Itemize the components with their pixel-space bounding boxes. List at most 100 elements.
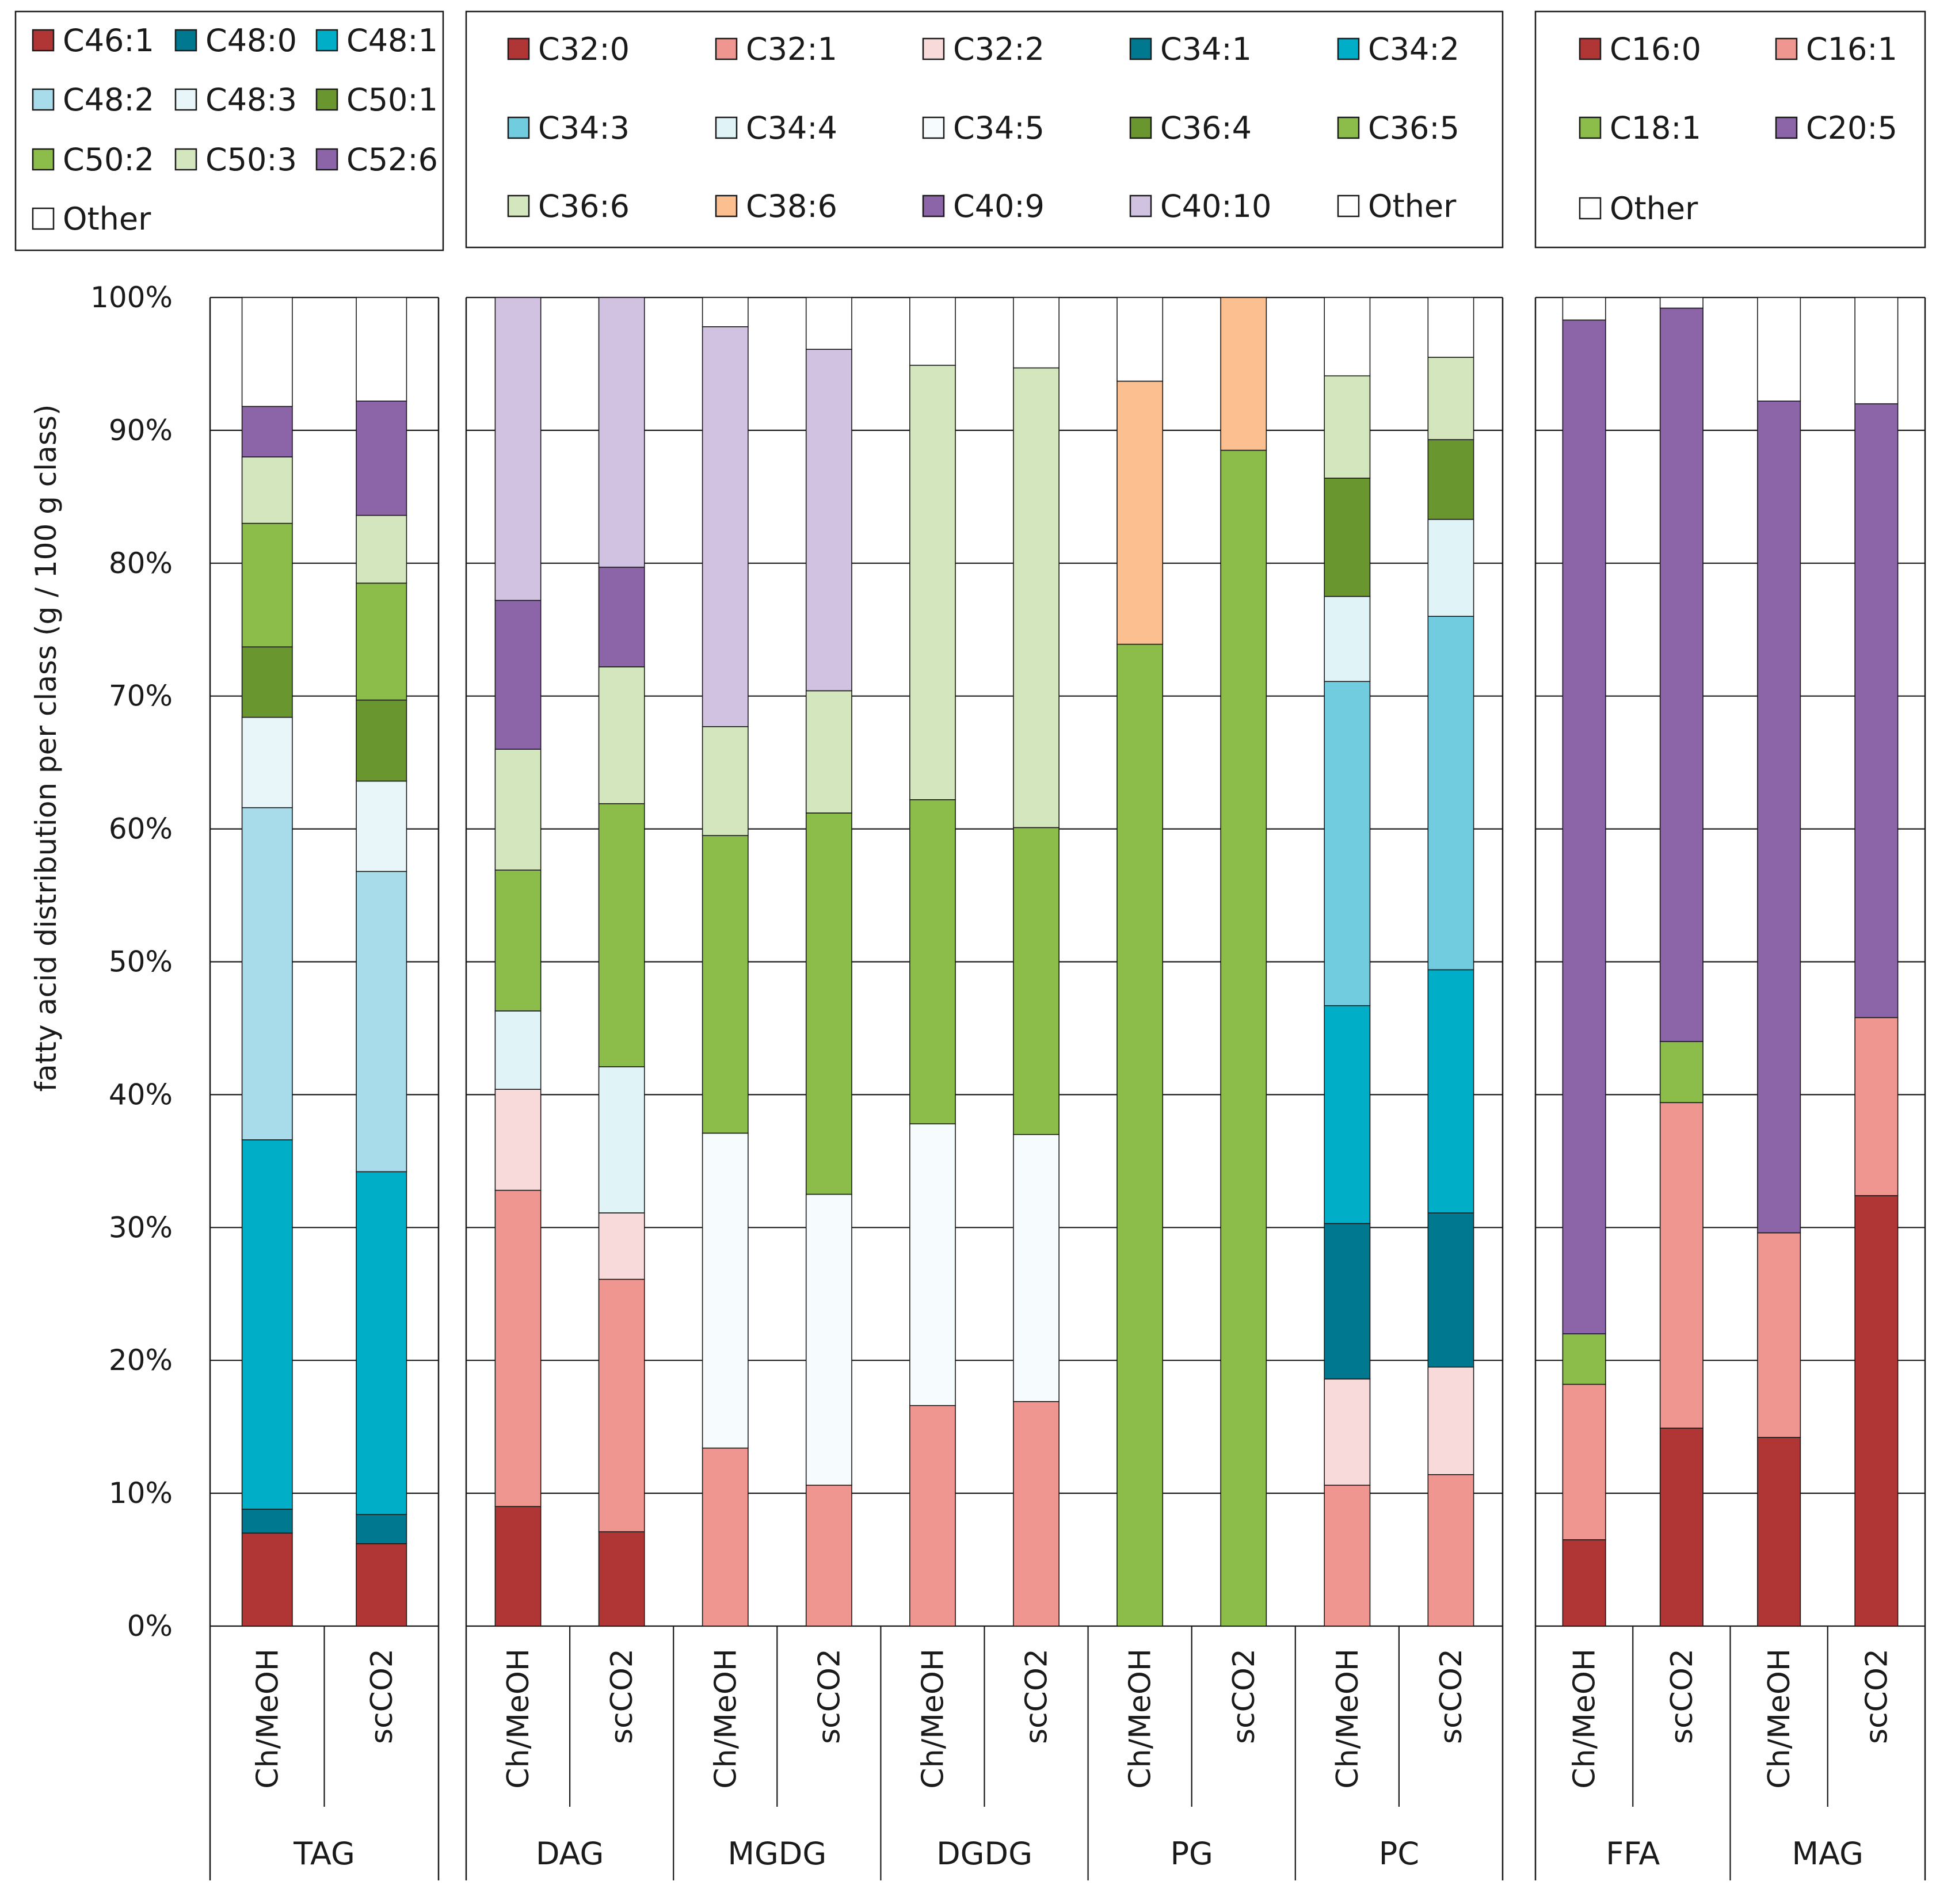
- x-tick-label-scco2: scCO2: [1859, 1649, 1894, 1744]
- bar-segment-dgdg-scco2-other: [1013, 297, 1060, 369]
- legend-swatch-c48-0: [174, 29, 197, 52]
- legend-swatch-c34-5: [922, 116, 945, 139]
- x-tick-label-scco2: scCO2: [1434, 1649, 1469, 1744]
- bar-segment-mag-ch-meoh-c20-5: [1757, 400, 1801, 1234]
- bar-segment-tag-scco2-c50-1: [356, 699, 407, 782]
- bar-segment-dag-ch-meoh-c32-2: [494, 1089, 542, 1191]
- y-tick-label-30: 30%: [109, 1211, 173, 1244]
- bar-segment-tag-ch-meoh-c46-1: [241, 1532, 293, 1627]
- bar-segment-mgdg-scco2-c32-1: [805, 1485, 852, 1627]
- bar-segment-mgdg-ch-meoh-c36-6: [702, 726, 749, 836]
- bar-segment-dag-scco2-c32-1: [598, 1279, 645, 1532]
- y-tick-label-100: 100%: [90, 281, 173, 314]
- legend-swatch-c48-1: [315, 29, 338, 52]
- bar-segment-pc-ch-meoh-other: [1324, 297, 1371, 377]
- bar-segment-tag-scco2-c48-2: [356, 871, 407, 1173]
- legend-label-c16-1: C16:1: [1806, 31, 1897, 67]
- bar-segment-mgdg-ch-meoh-c40-10: [702, 326, 749, 727]
- legend-label-c36-5: C36:5: [1368, 110, 1459, 146]
- legend-swatch-c46-1: [32, 29, 55, 52]
- bar-segment-pc-ch-meoh-c34-3: [1324, 681, 1371, 1006]
- bar-segment-tag-scco2-c48-3: [356, 780, 407, 872]
- bar-segment-dgdg-ch-meoh-c36-5: [909, 799, 956, 1124]
- bar-segment-ffa-ch-meoh-c16-0: [1562, 1539, 1606, 1627]
- legend-swatch-c36-4: [1129, 116, 1152, 139]
- bar-segment-pc-scco2-c34-4: [1427, 518, 1474, 617]
- bar-segment-dag-scco2-c36-5: [598, 803, 645, 1067]
- bar-segment-pg-ch-meoh-c36-5: [1116, 643, 1164, 1627]
- bar-segment-tag-ch-meoh-c50-3: [241, 456, 293, 524]
- legend-box: [14, 10, 444, 251]
- bar-segment-pc-scco2-c36-6: [1427, 357, 1474, 440]
- bar-segment-tag-ch-meoh-c48-2: [241, 807, 293, 1140]
- legend-swatch-c34-3: [507, 116, 530, 139]
- bar-segment-mgdg-ch-meoh-other: [702, 297, 749, 327]
- x-tick-label-scco2: scCO2: [605, 1649, 639, 1744]
- bar-segment-mgdg-scco2-c40-10: [805, 349, 852, 692]
- bar-segment-tag-scco2-c46-1: [356, 1543, 407, 1627]
- bar-segment-dgdg-ch-meoh-c32-1: [909, 1405, 956, 1627]
- bar-segment-dag-scco2-c40-10: [598, 297, 645, 568]
- x-tick-label-scco2: scCO2: [1020, 1649, 1054, 1744]
- legend-swatch-c20-5: [1775, 116, 1798, 139]
- legend-swatch-c36-5: [1337, 116, 1360, 139]
- legend-swatch-c34-2: [1337, 37, 1360, 60]
- bar-segment-dag-ch-meoh-c34-4: [494, 1010, 542, 1090]
- bar-segment-pc-scco2-c36-4: [1427, 439, 1474, 520]
- legend-swatch-c32-2: [922, 37, 945, 60]
- legend-label-c16-0: C16:0: [1610, 31, 1701, 67]
- bar-segment-mgdg-ch-meoh-c32-1: [702, 1447, 749, 1627]
- legend-label-c50-3: C50:3: [205, 142, 297, 178]
- legend-label-c40-10: C40:10: [1160, 188, 1271, 224]
- legend-label-c34-2: C34:2: [1368, 31, 1459, 67]
- legend-swatch-c48-3: [174, 88, 197, 111]
- bar-segment-tag-ch-meoh-c48-1: [241, 1139, 293, 1510]
- group-label-pc: PC: [1379, 1836, 1419, 1872]
- legend-label-c48-0: C48:0: [205, 22, 297, 59]
- bar-segment-mag-scco2-c20-5: [1854, 403, 1899, 1018]
- bar-segment-dag-ch-meoh-c36-6: [494, 749, 542, 871]
- legend-swatch-c50-2: [32, 148, 55, 171]
- bar-segment-pc-scco2-c34-3: [1427, 616, 1474, 971]
- legend-label-c40-9: C40:9: [953, 188, 1045, 224]
- legend-label-other: Other: [1368, 188, 1457, 224]
- bar-segment-mag-scco2-other: [1854, 297, 1899, 405]
- bar-segment-dgdg-ch-meoh-c34-5: [909, 1123, 956, 1406]
- bar-segment-dag-ch-meoh-c36-5: [494, 869, 542, 1012]
- bar-segment-ffa-scco2-c20-5: [1659, 307, 1703, 1042]
- bar-segment-pc-ch-meoh-c34-4: [1324, 596, 1371, 682]
- group-label-dgdg: DGDG: [936, 1836, 1032, 1872]
- y-tick-label-10: 10%: [109, 1476, 173, 1510]
- bar-segment-dag-scco2-c32-0: [598, 1531, 645, 1627]
- legend-label-c32-1: C32:1: [746, 31, 837, 67]
- bar-segment-pc-ch-meoh-c34-2: [1324, 1005, 1371, 1224]
- bar-segment-tag-scco2-c52-6: [356, 400, 407, 516]
- bar-segment-mgdg-scco2-c34-5: [805, 1193, 852, 1486]
- legend-swatch-c38-6: [715, 194, 738, 218]
- bar-segment-pg-ch-meoh-other: [1116, 297, 1164, 382]
- bar-segment-mag-scco2-c16-0: [1854, 1195, 1899, 1627]
- x-tick-label-ch-meoh: Ch/MeOH: [250, 1649, 285, 1789]
- legend-label-c38-6: C38:6: [746, 188, 837, 224]
- y-tick-label-70: 70%: [109, 680, 173, 713]
- bar-segment-mgdg-scco2-c36-6: [805, 690, 852, 814]
- bar-segment-tag-ch-meoh-c48-0: [241, 1509, 293, 1534]
- group-label-mag: MAG: [1792, 1836, 1863, 1872]
- bar-segment-tag-scco2-c50-2: [356, 582, 407, 701]
- y-tick-label-80: 80%: [109, 547, 173, 580]
- chart-panels: 0%10%20%30%40%50%60%70%80%90%100%C46:1 C4…: [14, 10, 1926, 1880]
- legend-label-other: Other: [63, 201, 151, 237]
- y-tick-label-0: 0%: [127, 1609, 173, 1643]
- bar-segment-dag-scco2-c32-2: [598, 1212, 645, 1280]
- legend-swatch-c16-1: [1775, 37, 1798, 60]
- bar-segment-pc-scco2-c34-1: [1427, 1212, 1474, 1368]
- bar-segment-ffa-ch-meoh-c16-1: [1562, 1383, 1606, 1540]
- x-tick-label-scco2: scCO2: [1665, 1649, 1699, 1744]
- legend-swatch-c36-6: [507, 194, 530, 218]
- legend-swatch-c40-9: [922, 194, 945, 218]
- legend-swatch-c34-4: [715, 116, 738, 139]
- legend-label-c32-0: C32:0: [538, 31, 630, 67]
- group-label-mgdg: MGDG: [727, 1836, 826, 1872]
- bar-segment-mgdg-scco2-other: [805, 297, 852, 350]
- bar-segment-dag-ch-meoh-c40-9: [494, 600, 542, 750]
